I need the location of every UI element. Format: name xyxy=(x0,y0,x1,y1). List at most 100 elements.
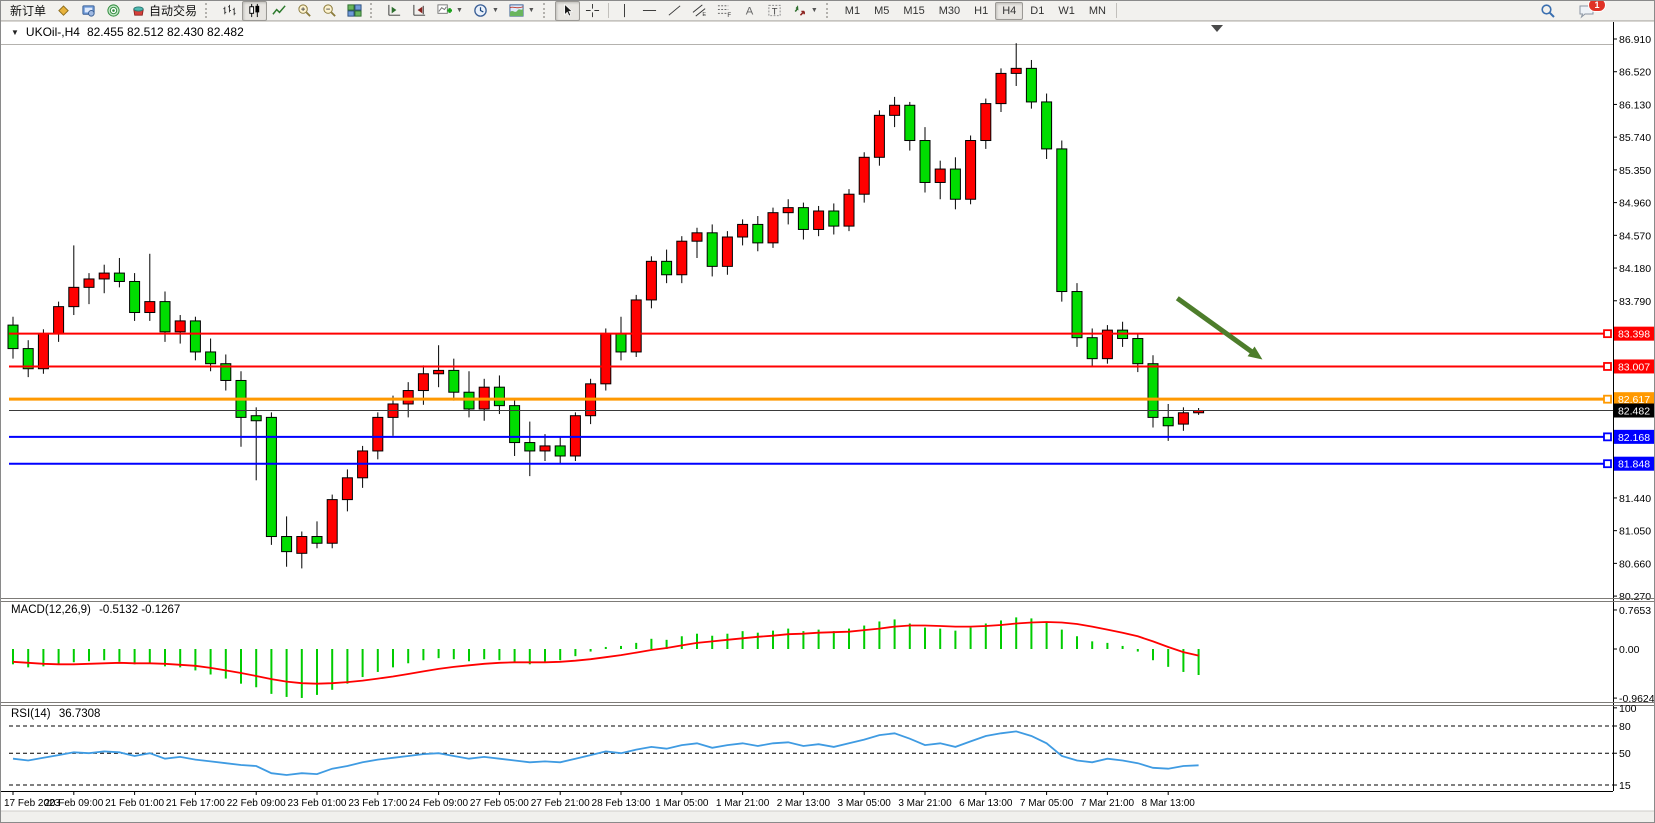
vertical-line-tool-button[interactable] xyxy=(612,1,637,21)
time-tick-label: 3 Mar 05:00 xyxy=(838,798,892,809)
indicators-button[interactable]: ▼ xyxy=(432,1,468,21)
candle-9 xyxy=(144,301,156,314)
clock-icon xyxy=(474,4,487,17)
candle-37 xyxy=(569,415,581,457)
rsi-axis-label: 100 xyxy=(1619,703,1637,715)
time-tick-label: 7 Mar 21:00 xyxy=(1081,798,1135,809)
candle-36 xyxy=(554,445,566,457)
svg-text:83.007: 83.007 xyxy=(1618,361,1650,373)
candle-19 xyxy=(296,536,308,554)
candlestick-icon xyxy=(249,3,260,18)
candle-13 xyxy=(205,351,217,365)
time-tick-label: 21 Feb 17:00 xyxy=(166,798,225,809)
candle-32 xyxy=(493,386,505,407)
toolbar-right-group: 1 xyxy=(1535,1,1606,21)
zoom-in-icon xyxy=(298,4,311,17)
chart-ohlc-values: 82.455 82.512 82.430 82.482 xyxy=(86,25,244,39)
trend-arrow-head xyxy=(1247,346,1263,360)
toolbar-drag-handle[interactable] xyxy=(825,3,835,18)
timeframe-button-w1[interactable]: W1 xyxy=(1058,4,1075,17)
signals-icon[interactable] xyxy=(101,1,126,21)
toolbar-drag-handle[interactable] xyxy=(205,3,214,18)
timeframe-button-h4[interactable]: H4 xyxy=(995,1,1024,20)
chart-dropdown-icon[interactable]: ▼ xyxy=(11,27,19,37)
search-button[interactable] xyxy=(1535,1,1561,21)
toolbar-separator xyxy=(607,3,609,18)
candle-6 xyxy=(98,272,110,280)
hline-handle[interactable] xyxy=(1603,362,1612,371)
candle-21 xyxy=(326,499,338,544)
tile-windows-icon xyxy=(347,4,362,17)
line-chart-mode-button[interactable] xyxy=(267,1,292,21)
candle-4 xyxy=(68,286,80,308)
candle-35 xyxy=(539,445,551,452)
timeframe-button-h1[interactable]: H1 xyxy=(974,4,989,17)
label-icon: T xyxy=(768,4,781,16)
candle-77 xyxy=(1177,412,1189,425)
candle-26 xyxy=(402,390,414,405)
trend-arrow[interactable] xyxy=(1175,296,1256,356)
svg-text:T: T xyxy=(772,6,778,16)
timeframe-button-m1[interactable]: M1 xyxy=(844,4,861,17)
price-tick-label: 84.960 xyxy=(1619,198,1651,210)
bottom-strip xyxy=(1,811,1654,822)
hline-handle[interactable] xyxy=(1603,329,1612,339)
svg-text:83.398: 83.398 xyxy=(1618,329,1650,341)
templates-button[interactable]: ▼ xyxy=(504,1,540,21)
candle-58 xyxy=(889,104,901,116)
terminal-icon[interactable] xyxy=(76,1,101,21)
toolbar-drag-handle[interactable] xyxy=(542,3,552,18)
hline-handle[interactable] xyxy=(1603,432,1612,442)
candle-17 xyxy=(265,416,277,538)
candlestick-mode-button[interactable] xyxy=(242,1,268,21)
autotrading-button[interactable]: 自动交易 xyxy=(126,1,202,21)
hline-handle[interactable] xyxy=(1603,394,1612,404)
timeframe-button-m30[interactable]: M30 xyxy=(938,4,961,17)
periods-button[interactable]: ▼ xyxy=(468,1,504,21)
notifications-button[interactable]: 1 xyxy=(1573,1,1606,21)
price-tick-label: 84.180 xyxy=(1619,263,1651,275)
step-back-button[interactable] xyxy=(407,1,432,21)
annotations xyxy=(1175,25,1263,360)
arrows-tool-button[interactable]: ▼ xyxy=(787,1,823,21)
horizontal-line-tool-button[interactable] xyxy=(637,1,662,21)
equidistant-channel-tool-button[interactable]: E xyxy=(687,1,712,21)
time-tick-label: 21 Feb 01:00 xyxy=(105,798,164,809)
tile-windows-button[interactable] xyxy=(342,1,367,21)
shift-marker-icon[interactable] xyxy=(1211,25,1223,32)
candle-75 xyxy=(1147,363,1159,418)
hline-price-box xyxy=(1614,326,1654,341)
hline-handle[interactable] xyxy=(1603,459,1612,469)
dropdown-caret-icon: ▼ xyxy=(491,7,499,14)
candle-61 xyxy=(934,168,946,183)
fibonacci-tool-button[interactable]: F xyxy=(712,1,737,21)
time-tick-label: 22 Feb 09:00 xyxy=(227,798,286,809)
toolbar-drag-handle[interactable] xyxy=(370,3,379,18)
timeframe-button-m5[interactable]: M5 xyxy=(874,4,890,17)
zoom-in-button[interactable] xyxy=(292,1,317,21)
hline-price-box xyxy=(1614,456,1654,471)
candle-53 xyxy=(813,210,825,230)
zoom-out-button[interactable] xyxy=(317,1,342,21)
timeframe-bar: M1 M5 M15 M30 H1 H4 D1 W1 MN xyxy=(838,1,1113,20)
bar-chart-mode-button[interactable] xyxy=(217,1,242,21)
crosshair-tool-button[interactable] xyxy=(580,1,605,21)
candle-40 xyxy=(615,332,627,353)
cursor-tool-button[interactable] xyxy=(554,1,580,21)
candle-11 xyxy=(174,320,186,333)
trendline-tool-button[interactable] xyxy=(662,1,687,21)
candle-65 xyxy=(995,72,1007,105)
candle-62 xyxy=(949,168,961,200)
candle-44 xyxy=(676,240,688,276)
step-forward-button[interactable] xyxy=(382,1,407,21)
label-tool-button[interactable]: T xyxy=(762,1,787,21)
timeframe-button-d1[interactable]: D1 xyxy=(1030,4,1045,17)
market-watch-icon[interactable] xyxy=(51,1,76,21)
timeframe-button-mn[interactable]: MN xyxy=(1088,4,1106,17)
candle-3 xyxy=(53,306,65,334)
timeframe-button-m15[interactable]: M15 xyxy=(903,4,925,17)
time-tick-label: 8 Mar 13:00 xyxy=(1142,798,1196,809)
text-tool-button[interactable]: A xyxy=(737,1,762,21)
new-order-button[interactable]: 新订单 xyxy=(5,1,51,21)
